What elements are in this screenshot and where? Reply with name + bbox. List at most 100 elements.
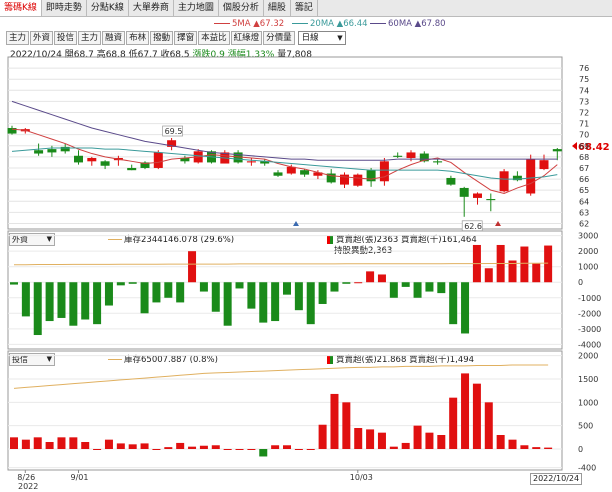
trust-bar xyxy=(259,449,268,457)
price-tick-label: 62 xyxy=(579,219,589,228)
foreign-tick-label: 1000 xyxy=(578,263,598,272)
foreign-bar xyxy=(140,282,149,314)
x-tick-label: 8/26 xyxy=(17,473,36,482)
candle-body xyxy=(140,162,150,168)
buysell-bar-swatch xyxy=(327,235,333,244)
toolbar-button-1[interactable]: 外資 xyxy=(30,31,54,45)
trust-bar xyxy=(508,439,517,449)
foreign-tick-label: -2000 xyxy=(578,309,601,318)
foreign-bar xyxy=(116,282,125,286)
candle-body xyxy=(47,149,57,153)
last-price-pointer-icon xyxy=(572,142,577,150)
tab-4[interactable]: 主力地圖 xyxy=(174,0,219,16)
price-tick-label: 76 xyxy=(579,64,589,73)
trust-bar xyxy=(520,445,529,449)
ma60-legend: 60MA ▲67.80 xyxy=(370,18,446,30)
foreign-bar xyxy=(176,282,185,303)
toolbar-button-9[interactable]: 紅綠燈 xyxy=(230,31,263,45)
tab-7[interactable]: 籌記 xyxy=(291,0,318,16)
trust-bar xyxy=(496,435,505,449)
trust-tick-label: 2000 xyxy=(578,352,598,361)
info-vol: 7,808 xyxy=(286,50,312,60)
price-tick-label: 66 xyxy=(579,175,589,184)
trust-bar xyxy=(235,449,244,450)
trust-tick-label: 1500 xyxy=(578,375,598,384)
foreign-bar xyxy=(235,282,244,289)
period-select[interactable]: 日線 ▼ xyxy=(297,31,346,45)
toolbar-button-7[interactable]: 擇窗 xyxy=(174,31,198,45)
last-price-tag: 68.42 xyxy=(578,142,610,153)
candle-body xyxy=(379,161,389,182)
candle-body xyxy=(74,155,83,163)
ma20-legend: 20MA ▲66.44 xyxy=(292,18,368,30)
toolbar-button-0[interactable]: 主力 xyxy=(6,31,30,45)
trust-tick-label: 0 xyxy=(578,445,583,454)
info-change: 0.9 xyxy=(210,50,225,60)
info-change-label: 漲跌 xyxy=(192,50,211,60)
candle-body xyxy=(419,153,429,162)
price-tick-label: 74 xyxy=(579,86,589,95)
trust-bar xyxy=(437,435,446,449)
tab-5[interactable]: 個股分析 xyxy=(219,0,264,16)
foreign-bar xyxy=(342,282,351,284)
foreign-holding-line xyxy=(14,262,549,266)
toolbar-button-4[interactable]: 融資 xyxy=(102,31,126,45)
trust-bar xyxy=(57,437,66,449)
foreign-bar xyxy=(152,282,161,303)
candle-body xyxy=(34,150,44,154)
trust-bar xyxy=(140,443,149,449)
info-close: 68.5 xyxy=(169,50,190,60)
foreign-bar xyxy=(461,282,470,334)
candle-body xyxy=(406,152,416,158)
trust-tick-label: -400 xyxy=(578,464,596,473)
foreign-bar xyxy=(401,282,410,287)
foreign-bar xyxy=(449,282,458,325)
trust-bar xyxy=(461,373,470,449)
trust-bar xyxy=(366,429,375,449)
panel3-selector[interactable]: 投信 ▼ xyxy=(9,353,55,366)
foreign-bar xyxy=(520,246,529,283)
toolbar-button-2[interactable]: 投信 xyxy=(54,31,78,45)
panel2-buysell: 買賣超(張)2363 買賣超(千)161,464 xyxy=(336,235,477,245)
trust-bar xyxy=(449,397,458,449)
price-tick-label: 71 xyxy=(579,120,589,129)
candle-body xyxy=(486,199,496,201)
candle-body xyxy=(233,152,243,163)
trust-bar xyxy=(318,424,327,449)
foreign-bar xyxy=(354,282,363,284)
info-vol-label: 量 xyxy=(277,50,287,60)
ma5-legend: 5MA ▲67.32 xyxy=(214,18,284,30)
trust-tick-label: 500 xyxy=(578,422,593,431)
candle-body xyxy=(499,171,509,192)
candle-body xyxy=(552,149,562,152)
trust-bar xyxy=(21,439,30,449)
tab-6[interactable]: 細股 xyxy=(264,0,291,16)
toolbar-button-10[interactable]: 分價量 xyxy=(263,31,295,45)
toolbar-button-5[interactable]: 布林 xyxy=(126,31,150,45)
panel3-holding: 庫存65007.887 (0.8%) xyxy=(124,355,218,365)
toolbar-button-6[interactable]: 撥動 xyxy=(150,31,174,45)
info-pct-label: 漲幅 xyxy=(227,50,246,60)
trust-bar xyxy=(176,442,185,449)
toolbar-button-3[interactable]: 主力 xyxy=(78,31,102,45)
toolbar-button-8[interactable]: 本益比 xyxy=(198,31,230,45)
tab-0[interactable]: 籌碼K線 xyxy=(0,0,42,16)
high-marker-box xyxy=(162,125,183,137)
foreign-bar xyxy=(93,282,102,325)
tab-1[interactable]: 即時走勢 xyxy=(42,0,87,16)
tab-2[interactable]: 分點K線 xyxy=(87,0,129,16)
foreign-bar xyxy=(271,282,280,322)
trust-bar xyxy=(330,393,339,449)
foreign-bar xyxy=(247,282,256,309)
panel2-selector[interactable]: 外資 ▼ xyxy=(9,233,55,246)
event-marker-icon xyxy=(293,221,299,226)
chevron-down-icon: ▼ xyxy=(46,235,52,243)
foreign-tick-label: -4000 xyxy=(578,340,601,349)
trust-bar xyxy=(33,437,42,449)
trust-bar xyxy=(294,449,303,450)
tab-3[interactable]: 大單券商 xyxy=(129,0,174,16)
trust-bar xyxy=(188,446,197,449)
indicator-toolbar: 主力 外資 投信 主力 融資 布林 撥動 擇窗 本益比 紅綠燈 分價量 日線 ▼ xyxy=(6,31,346,45)
foreign-bar xyxy=(104,282,113,306)
candle-body xyxy=(433,161,443,163)
